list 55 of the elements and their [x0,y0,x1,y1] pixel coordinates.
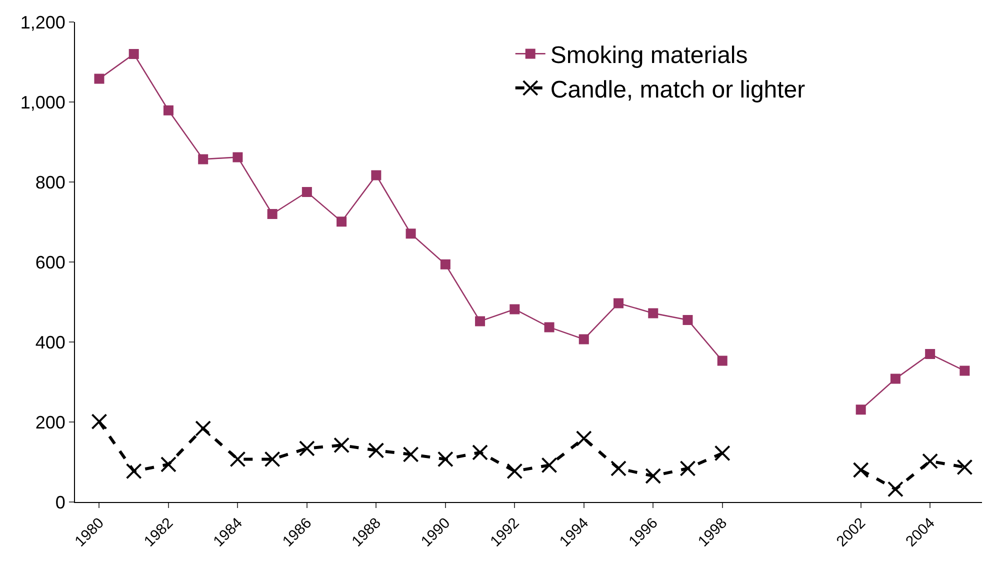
legend-label: Candle, match or lighter [550,76,806,104]
y-tick-label: 800 [35,172,66,192]
point [680,460,696,476]
point [195,420,212,436]
point [198,154,208,164]
point [302,187,312,197]
point [91,414,108,430]
point [544,322,554,332]
y-tick-label: 1,000 [20,92,66,112]
point [126,463,142,480]
point [614,298,624,308]
point [267,209,278,219]
point [714,445,730,462]
point [922,453,938,470]
point [371,170,382,180]
point [230,451,246,468]
point [960,366,970,376]
point [406,228,416,239]
point [510,304,520,314]
point [890,374,900,384]
point [402,446,419,462]
point [648,308,658,318]
point [232,152,243,162]
point [336,216,347,227]
point [475,316,486,326]
point [541,457,558,474]
point [440,259,450,270]
point [128,49,139,59]
point [610,460,627,476]
point [956,459,973,476]
point [298,440,315,456]
y-tick-label: 600 [35,252,66,272]
point [472,444,488,460]
point [887,481,904,498]
point [368,442,384,458]
point [852,462,869,478]
y-tick-label: 0 [55,492,66,512]
point [717,356,728,366]
point [334,437,350,454]
point [94,74,104,84]
point [925,349,936,359]
y-tick-label: 1,200 [20,12,66,32]
y-tick-label: 400 [35,332,66,352]
point [576,430,592,446]
point [682,315,693,325]
point [264,451,280,468]
point [160,456,176,472]
legend-label: Smoking materials [550,42,748,70]
point [163,105,174,116]
y-tick-label: 200 [35,412,66,432]
point [437,451,454,468]
point [578,334,589,344]
point [856,404,866,415]
point [645,468,662,484]
point [506,463,523,480]
